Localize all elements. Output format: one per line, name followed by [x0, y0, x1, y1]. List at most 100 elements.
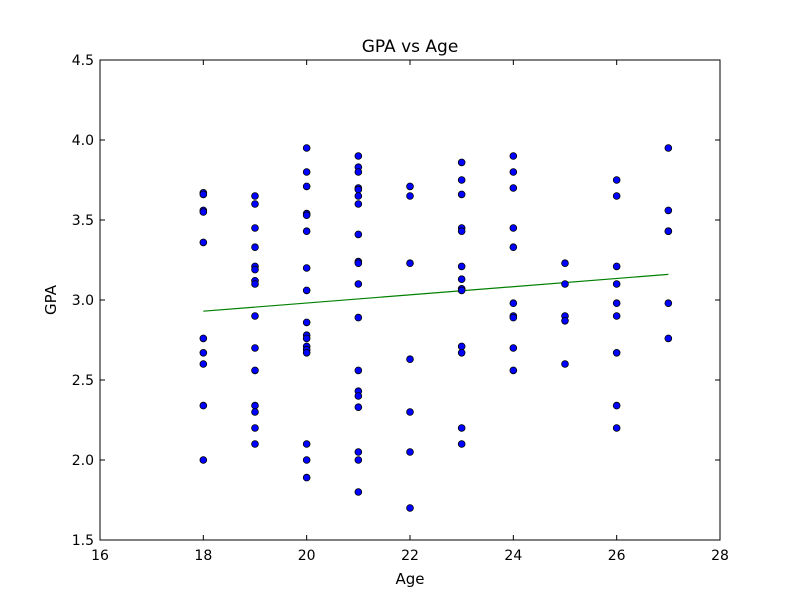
scatter-point	[561, 280, 569, 288]
scatter-point	[251, 344, 259, 352]
scatter-point	[354, 280, 363, 288]
scatter-point	[199, 238, 208, 247]
x-tick-label: 28	[711, 548, 729, 564]
scatter-point	[199, 348, 208, 357]
y-tick-label: 4.5	[72, 53, 94, 69]
scatter-point	[302, 227, 311, 236]
scatter-point	[302, 144, 311, 152]
scatter-point	[612, 262, 621, 271]
trendline-layer	[203, 273, 669, 312]
scatter-point	[457, 348, 466, 357]
scatter-point	[612, 312, 621, 320]
chart-title: GPA vs Age	[362, 37, 459, 57]
scatter-point	[457, 158, 466, 167]
ticks-layer: 16 18 20 22 24 26 28 1.5 2.0 2.5 3.0 3.5 4.0 4.5	[72, 53, 729, 564]
y-axis-label: GPA	[42, 284, 60, 315]
scatter-point	[302, 168, 311, 176]
scatter-point	[251, 401, 259, 410]
scatter-point	[406, 192, 414, 200]
x-tick-label: 24	[504, 548, 522, 564]
scatter-point	[406, 408, 414, 416]
y-tick-label: 2.0	[72, 453, 94, 469]
y-tick-label: 3.0	[72, 293, 94, 309]
y-tick-label: 1.5	[72, 533, 94, 549]
scatter-point	[199, 208, 208, 216]
scatter-point	[612, 176, 621, 184]
scatter-point	[457, 275, 466, 284]
scatter-point	[509, 243, 518, 252]
scatter-point	[354, 456, 363, 464]
scatter-point	[561, 360, 569, 368]
scatter-point	[457, 190, 466, 199]
scatter-point	[199, 401, 208, 410]
scatter-point	[457, 262, 466, 271]
scatter-point	[302, 211, 311, 220]
scatter-point	[612, 192, 621, 200]
scatter-point	[664, 334, 673, 343]
scatter-point	[354, 448, 363, 456]
scatter-point	[302, 473, 311, 482]
scatter-point	[302, 348, 311, 357]
scatter-point	[251, 440, 259, 448]
scatter-point	[199, 334, 208, 343]
scatter-point	[561, 316, 569, 325]
scatter-point	[457, 176, 466, 184]
scatter-point	[406, 259, 414, 268]
scatter-point	[509, 184, 518, 192]
scatter-point	[664, 206, 673, 215]
scatter-point	[457, 342, 466, 351]
scatter-point	[406, 182, 414, 191]
scatter-point	[354, 403, 363, 412]
scatter-point	[664, 144, 673, 152]
x-tick-label: 22	[401, 548, 419, 564]
scatter-point	[199, 456, 208, 464]
x-tick-label: 16	[91, 548, 109, 564]
scatter-point	[354, 192, 363, 200]
y-tick-label: 2.5	[72, 373, 94, 389]
scatter-point	[612, 299, 621, 308]
scatter-point	[302, 182, 311, 191]
scatter-point	[561, 259, 569, 268]
scatter-point	[406, 504, 414, 512]
y-tick-label: 3.5	[72, 213, 94, 229]
scatter-point	[509, 152, 518, 160]
x-tick-label: 18	[194, 548, 212, 564]
plot-area	[100, 60, 720, 540]
scatter-point	[302, 440, 311, 448]
scatter-point	[406, 355, 414, 364]
scatter-point	[251, 192, 259, 200]
scatter-point	[612, 424, 621, 432]
points-layer	[199, 144, 673, 512]
scatter-point	[509, 168, 518, 176]
scatter-point	[251, 280, 259, 288]
scatter-point	[354, 185, 363, 194]
scatter-point	[457, 440, 466, 448]
scatter-point	[302, 456, 311, 464]
scatter-point	[302, 286, 311, 295]
scatter-point	[509, 366, 518, 375]
scatter-point	[251, 200, 259, 208]
scatter-point	[612, 401, 621, 410]
scatter-point	[509, 313, 518, 322]
scatter-point	[354, 392, 363, 400]
scatter-point	[251, 243, 259, 252]
scatter-point	[354, 168, 363, 176]
x-tick-label: 26	[608, 548, 626, 564]
scatter-point	[251, 366, 259, 375]
scatter-point	[509, 224, 518, 232]
x-axis-label: Age	[395, 570, 424, 588]
scatter-point	[251, 265, 259, 274]
scatter-point	[199, 360, 208, 368]
scatter-point	[302, 334, 311, 343]
scatter-point	[251, 424, 259, 432]
scatter-point	[354, 230, 363, 239]
scatter-point	[354, 259, 363, 268]
scatter-point	[354, 366, 363, 375]
scatter-point	[664, 299, 673, 308]
scatter-point	[664, 227, 673, 236]
scatter-point	[251, 312, 259, 320]
scatter-point	[354, 313, 363, 322]
scatter-point	[302, 318, 311, 327]
